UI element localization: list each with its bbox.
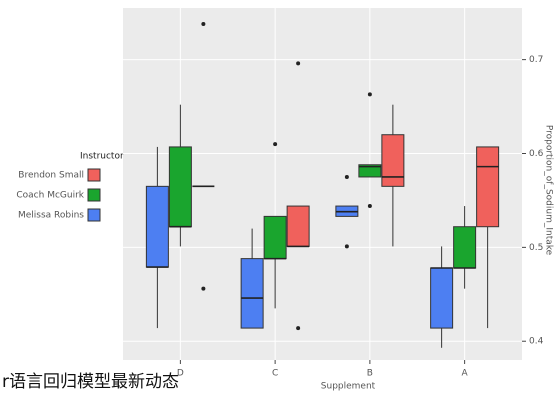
legend-swatch xyxy=(87,188,101,202)
outlier xyxy=(201,286,206,291)
y-axis-title: Proportion_of_Sodium_Intake xyxy=(544,125,554,256)
outlier xyxy=(296,61,301,66)
outlier xyxy=(367,92,372,97)
box xyxy=(240,258,264,329)
y-tick-label: 0.5 xyxy=(529,243,543,253)
legend-label: Melissa Robins xyxy=(18,211,84,221)
box xyxy=(145,185,169,268)
box xyxy=(358,164,382,178)
box xyxy=(381,134,405,187)
box xyxy=(263,215,287,260)
y-tick-label: 0.4 xyxy=(529,337,544,347)
legend-title: Instructor xyxy=(80,152,124,162)
box xyxy=(476,146,500,228)
legend-label: Brendon Small xyxy=(18,171,84,181)
outlier xyxy=(344,174,349,179)
box xyxy=(286,205,310,247)
x-axis-title: Supplement xyxy=(321,382,376,392)
outlier xyxy=(296,326,301,331)
legend-label: Coach McGuirk xyxy=(16,191,84,201)
x-tick-label: A xyxy=(462,369,469,379)
x-tick-label: C xyxy=(272,369,278,379)
y-tick-label: 0.6 xyxy=(529,149,544,159)
y-tick-label: 0.7 xyxy=(529,55,543,65)
box xyxy=(430,267,454,329)
outlier xyxy=(201,21,206,26)
x-tick-label: B xyxy=(367,369,373,379)
outlier xyxy=(344,244,349,249)
watermark: r语言回归模型最新动态 xyxy=(2,372,179,392)
legend-swatch xyxy=(87,208,101,222)
legend-swatch xyxy=(87,168,101,182)
box xyxy=(453,226,477,269)
x-tick-label: D xyxy=(177,369,184,379)
box xyxy=(168,146,192,228)
outlier xyxy=(273,142,278,147)
outlier xyxy=(367,204,372,209)
